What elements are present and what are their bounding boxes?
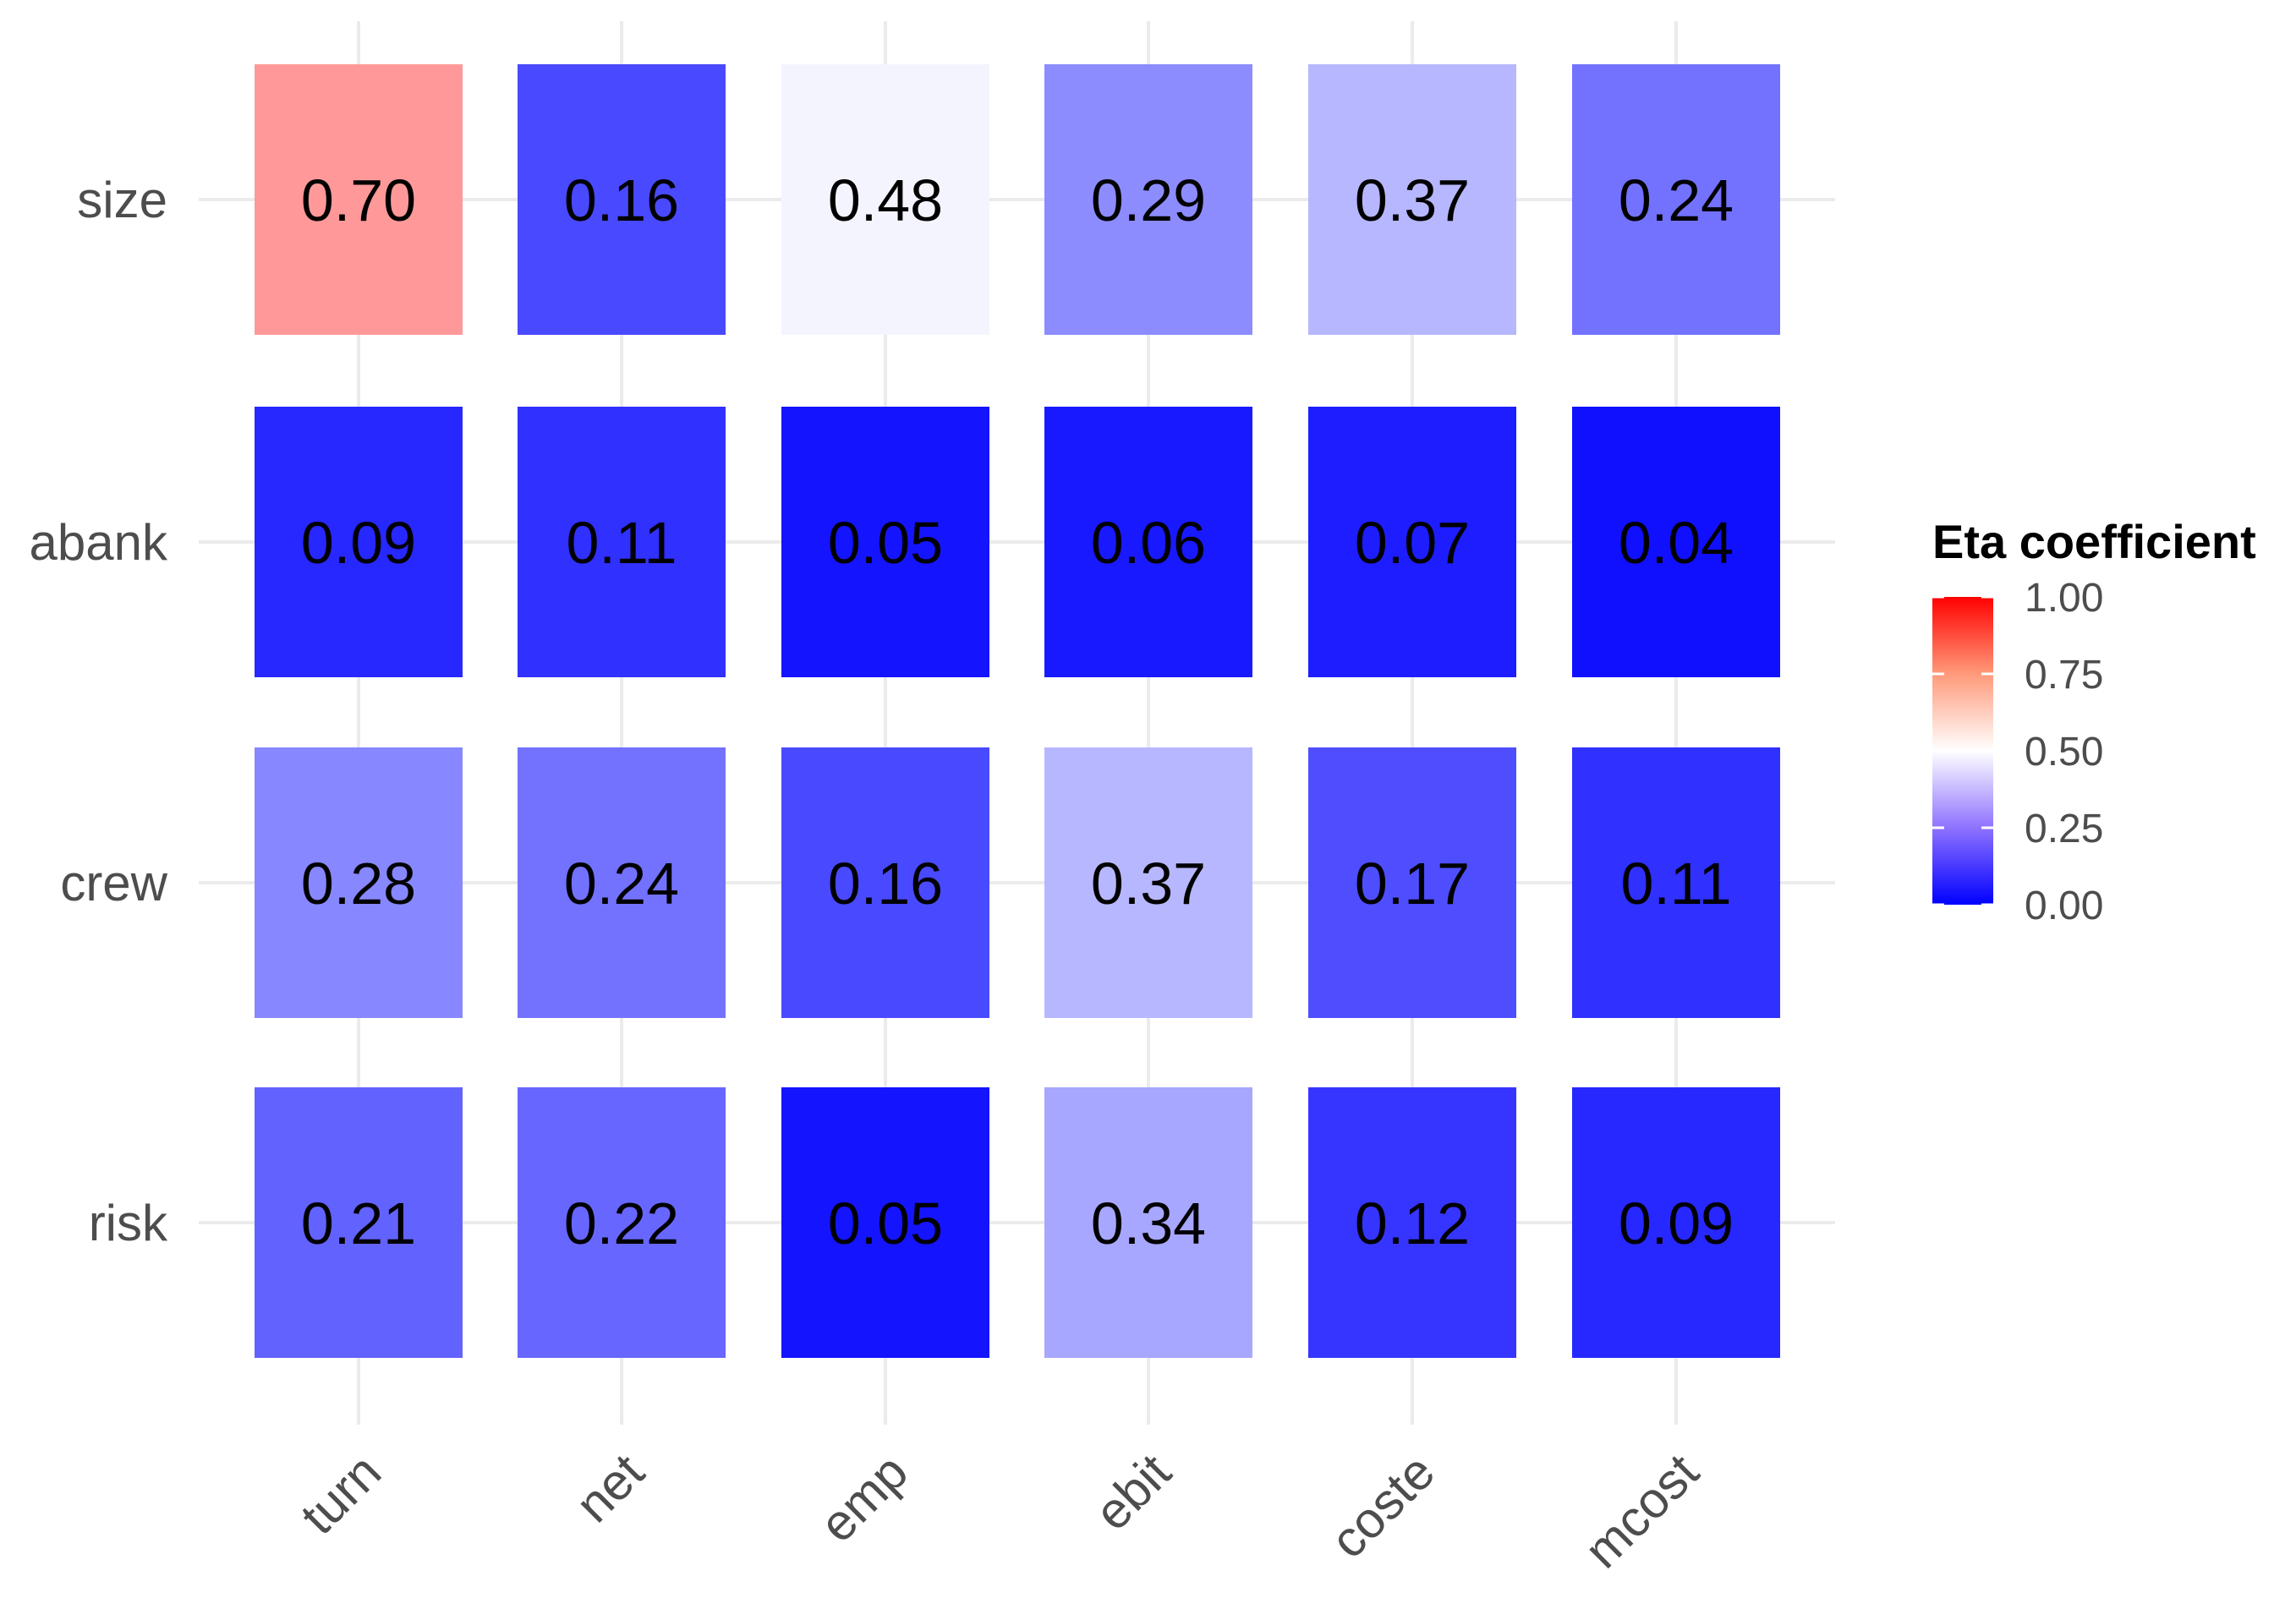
tile-value-label-abank-turn: 0.09 — [301, 510, 416, 576]
tile-value-label-risk-coste: 0.12 — [1355, 1190, 1470, 1256]
heatmap-tile-risk-turn — [255, 1087, 463, 1358]
tile-value-label-size-turn: 0.70 — [301, 167, 416, 233]
tile-value-label-risk-net: 0.22 — [564, 1190, 679, 1256]
legend-ticks: 1.00 0.75 0.50 0.25 0.00 — [1932, 576, 2103, 928]
tile-value-label-crew-coste: 0.17 — [1355, 851, 1470, 917]
y-tick-label-risk: risk — [89, 1195, 168, 1251]
tile-value-label-abank-mcost: 0.04 — [1619, 510, 1734, 576]
tile-value-label-size-coste: 0.37 — [1355, 167, 1470, 233]
heatmap-tile-crew-turn — [255, 747, 463, 1018]
tile-value-label-abank-ebit: 0.06 — [1091, 510, 1206, 576]
tile-value-label-abank-emp: 0.05 — [828, 510, 943, 576]
x-tick-label-ebit: ebit — [1083, 1443, 1181, 1541]
x-tick-label-emp: emp — [808, 1443, 918, 1553]
heatmap-tile-risk-net — [518, 1087, 726, 1358]
heatmap-tile-abank-mcost — [1572, 407, 1780, 677]
heatmap-tile-size-turn — [255, 64, 463, 335]
tile-value-label-risk-mcost: 0.09 — [1619, 1190, 1734, 1256]
heatmap-tile-size-coste — [1308, 64, 1516, 335]
tile-value-label-abank-coste: 0.07 — [1355, 510, 1470, 576]
tile-value-label-crew-mcost: 0.11 — [1620, 851, 1731, 917]
color-legend: Eta coefficient 1.00 0.75 0.50 0.25 0.00 — [1932, 515, 2256, 928]
legend-title: Eta coefficient — [1932, 515, 2256, 568]
x-axis-tick-labels: turn net emp ebit coste mcost — [290, 1443, 1710, 1579]
legend-tick-label: 0.00 — [2025, 884, 2103, 928]
x-tick-label-mcost: mcost — [1574, 1443, 1710, 1579]
heatmap-tile-abank-ebit — [1044, 407, 1252, 677]
legend-tick-label: 0.75 — [2025, 653, 2103, 698]
tile-value-label-risk-emp: 0.05 — [828, 1190, 943, 1256]
heatmap-tile-abank-net — [518, 407, 726, 677]
heatmap-tile-crew-coste — [1308, 747, 1516, 1018]
tile-value-label-abank-net: 0.11 — [566, 510, 677, 576]
tile-value-label-size-ebit: 0.29 — [1091, 167, 1206, 233]
heatmap-tile-risk-ebit — [1044, 1087, 1252, 1358]
tile-value-label-risk-turn: 0.21 — [301, 1190, 416, 1256]
heatmap-tile-abank-turn — [255, 407, 463, 677]
x-tick-label-turn: turn — [290, 1443, 392, 1545]
legend-tick-label: 1.00 — [2025, 576, 2103, 621]
heatmap-tile-abank-emp — [781, 407, 989, 677]
tile-value-label-size-net: 0.16 — [564, 167, 679, 233]
legend-tick-label: 0.25 — [2025, 807, 2103, 851]
tile-value-label-crew-emp: 0.16 — [828, 851, 943, 917]
heatmap-tiles: 0.70 0.16 0.48 0.29 0.37 0.24 0.09 0.11 0.05 0.06… — [255, 64, 1780, 1358]
x-tick-label-net: net — [565, 1443, 655, 1534]
y-axis-tick-labels: size abank crew risk — [30, 172, 168, 1251]
heatmap-tile-crew-ebit — [1044, 747, 1252, 1018]
heatmap-tile-risk-mcost — [1572, 1087, 1780, 1358]
heatmap-tile-crew-emp — [781, 747, 989, 1018]
y-tick-label-size: size — [77, 172, 167, 228]
y-tick-label-abank: abank — [30, 514, 168, 571]
tile-value-label-crew-turn: 0.28 — [301, 851, 416, 917]
heatmap-tile-size-net — [518, 64, 726, 335]
tile-value-label-size-emp: 0.48 — [828, 167, 943, 233]
legend-tick-label: 0.50 — [2025, 730, 2103, 774]
tile-value-label-risk-ebit: 0.34 — [1091, 1190, 1206, 1256]
heatmap-tile-size-emp — [781, 64, 989, 335]
tile-value-label-crew-ebit: 0.37 — [1091, 851, 1206, 917]
heatmap-tile-size-ebit — [1044, 64, 1252, 335]
tile-value-label-size-mcost: 0.24 — [1619, 167, 1734, 233]
heatmap-tile-risk-emp — [781, 1087, 989, 1358]
heatmap-tile-crew-mcost — [1572, 747, 1780, 1018]
heatmap-tile-crew-net — [518, 747, 726, 1018]
y-tick-label-crew: crew — [60, 855, 167, 911]
heatmap-tile-size-mcost — [1572, 64, 1780, 335]
heatmap-tile-risk-coste — [1308, 1087, 1516, 1358]
tile-value-label-crew-net: 0.24 — [564, 851, 679, 917]
heatmap-tile-abank-coste — [1308, 407, 1516, 677]
x-tick-label-coste: coste — [1319, 1443, 1445, 1569]
